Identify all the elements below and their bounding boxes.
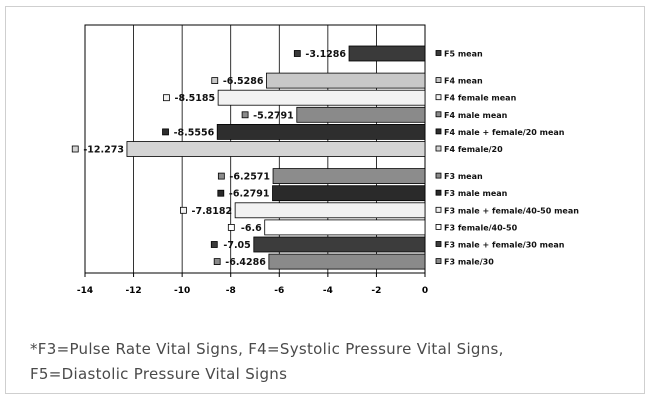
- legend-marker: [435, 145, 442, 152]
- legend-marker: [435, 258, 442, 265]
- data-label: -6.4286: [225, 257, 266, 268]
- legend-marker: [435, 128, 442, 135]
- legend-label: F4 female/20: [444, 145, 503, 154]
- legend-label: F3 female/40-50: [444, 223, 518, 232]
- legend-marker: [435, 206, 442, 213]
- data-label: -7.05: [223, 240, 250, 251]
- data-label: -7.8182: [192, 206, 233, 217]
- data-label-marker: [217, 172, 225, 180]
- bar: [253, 236, 426, 253]
- caption-line-1: *F3=Pulse Rate Vital Signs, F4=Systolic …: [30, 340, 504, 358]
- data-label: -8.5185: [175, 93, 216, 104]
- legend-label: F4 mean: [444, 77, 483, 86]
- legend-marker: [435, 172, 442, 179]
- bar: [268, 253, 426, 270]
- bar: [348, 45, 426, 62]
- legend-label: F3 male + female/30 mean: [444, 241, 565, 250]
- legend-marker: [435, 189, 442, 196]
- data-label: -3.1286: [305, 49, 346, 60]
- bar: [266, 72, 426, 89]
- data-label-marker: [213, 258, 221, 266]
- legend-marker: [435, 111, 442, 118]
- data-label-marker: [211, 77, 219, 84]
- data-label-marker: [217, 189, 225, 197]
- bar: [126, 141, 426, 157]
- x-tick-label: -12: [125, 286, 141, 296]
- data-label: -6.2571: [229, 172, 270, 183]
- figure-frame: -14 -12 -10 -8 -6 -4 -2 0 -3.1286 F5 mean -6.5286 F…: [5, 6, 645, 394]
- legend-label: F4 male + female/20 mean: [444, 128, 565, 137]
- figure-caption: *F3=Pulse Rate Vital Signs, F4=Systolic …: [30, 337, 642, 387]
- legend-label: F3 male/30: [444, 258, 494, 267]
- data-label: -6.5286: [223, 76, 264, 87]
- legend-marker: [435, 241, 442, 247]
- bar: [216, 124, 426, 140]
- bar-chart: -14 -12 -10 -8 -6 -4 -2 0 -3.1286 F5 mean -6.5286 F…: [71, 24, 579, 296]
- legend-marker: [435, 77, 442, 83]
- data-label-marker: [241, 111, 249, 119]
- bar: [264, 219, 426, 236]
- x-tick-label: -6: [274, 286, 284, 296]
- bar: [234, 202, 426, 219]
- legend-label: F4 male mean: [444, 111, 508, 120]
- legend-label: F3 male + female/40-50 mean: [444, 206, 579, 215]
- data-label: -12.273: [83, 145, 124, 156]
- legend-marker: [435, 50, 442, 56]
- data-label-marker: [162, 128, 169, 136]
- bar: [217, 89, 426, 106]
- caption-line-2: F5=Diastolic Pressure Vital Signs: [30, 365, 288, 383]
- legend-label: F3 male mean: [444, 189, 508, 198]
- data-label-marker: [71, 145, 79, 153]
- bar: [272, 168, 426, 185]
- x-tick-label: -2: [371, 286, 381, 296]
- legend-label: F5 mean: [444, 50, 483, 59]
- bar: [272, 185, 426, 202]
- x-tick-label: 0: [422, 286, 428, 296]
- x-tick-label: -4: [323, 286, 333, 296]
- legend-label: F3 mean: [444, 172, 483, 181]
- legend-label: F4 female mean: [444, 94, 517, 103]
- data-label: -8.5556: [174, 127, 215, 138]
- legend-marker: [435, 94, 442, 101]
- legend-marker: [435, 223, 442, 230]
- data-label: -6.6: [241, 223, 262, 234]
- data-label: -6.2791: [229, 189, 270, 200]
- x-tick-label: -10: [174, 286, 190, 296]
- x-tick-label: -8: [226, 286, 236, 296]
- bar: [296, 106, 426, 123]
- x-tick-label: -14: [77, 286, 93, 296]
- data-label-marker: [293, 50, 301, 57]
- data-label: -5.2791: [253, 110, 294, 121]
- data-label-marker: [180, 206, 187, 214]
- data-label-marker: [210, 241, 218, 248]
- data-label-marker: [227, 223, 235, 231]
- data-label-marker: [163, 94, 170, 102]
